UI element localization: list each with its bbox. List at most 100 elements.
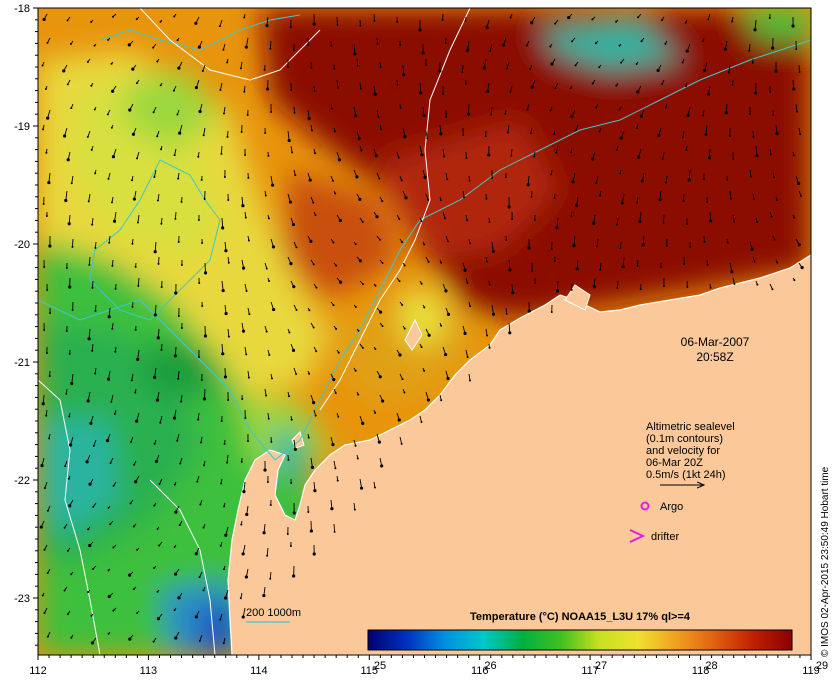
velocity-vector-head: [112, 546, 115, 549]
velocity-vector-head: [88, 482, 92, 486]
velocity-vector-head: [527, 309, 531, 313]
velocity-vector-head: [219, 544, 222, 547]
velocity-vector-head: [685, 49, 689, 53]
velocity-vector-head: [595, 106, 598, 109]
velocity-vector-head: [423, 369, 426, 372]
velocity-vector-head: [66, 83, 69, 86]
velocity-vector-head: [529, 68, 532, 71]
velocity-vector-head: [180, 200, 183, 203]
velocity-vector-head: [797, 181, 801, 186]
velocity-vector-head: [336, 479, 339, 482]
velocity-vector-head: [769, 153, 772, 156]
velocity-vector-head: [310, 129, 313, 132]
velocity-vector: [88, 193, 91, 202]
velocity-vector-head: [420, 153, 424, 157]
velocity-vector-head: [398, 218, 401, 221]
argo-legend: Argo: [640, 501, 683, 513]
argo-marker-icon: [640, 501, 650, 511]
velocity-vector-head: [549, 45, 552, 48]
velocity-vector-head: [616, 223, 619, 226]
argo-label: Argo: [660, 501, 683, 513]
velocity-vector-head: [265, 330, 268, 333]
velocity-vector-head: [440, 324, 443, 327]
velocity-vector-head: [702, 114, 705, 117]
colorbar-tick-label: 28: [705, 660, 717, 672]
velocity-vector-head: [491, 249, 495, 254]
velocity-vector-head: [173, 572, 178, 576]
velocity-vector-head: [134, 328, 137, 331]
velocity-vector-head: [194, 552, 198, 556]
velocity-vector-head: [398, 280, 401, 283]
velocity-vector-head: [90, 148, 93, 151]
velocity-vector-head: [337, 158, 342, 162]
velocity-vector-head: [530, 85, 534, 89]
velocity-vector-head: [554, 22, 557, 25]
velocity-vector-head: [240, 523, 243, 526]
velocity-vector-head: [420, 220, 423, 223]
time-label: 20:58Z: [696, 350, 733, 364]
velocity-vector-head: [466, 219, 469, 222]
velocity-vector: [136, 151, 140, 159]
velocity-vector-head: [265, 24, 269, 28]
velocity-vector-head: [174, 636, 178, 640]
x-axis: 112 113 114 115 116 117 118 119: [29, 655, 820, 677]
velocity-vector-head: [771, 46, 775, 50]
velocity-vector-head: [39, 525, 43, 529]
velocity-vector-head: [114, 350, 117, 353]
velocity-vector-head: [469, 242, 472, 245]
velocity-vector-head: [46, 572, 49, 575]
velocity-vector-head: [45, 214, 48, 217]
velocity-vector-head: [176, 39, 179, 42]
velocity-vector: [755, 145, 758, 156]
velocity-vector-head: [378, 238, 381, 241]
velocity-vector-head: [48, 244, 52, 248]
velocity-vector-head: [661, 158, 664, 161]
velocity-vector-head: [377, 116, 380, 119]
velocity-vector-head: [422, 114, 426, 118]
velocity-vector-head: [574, 203, 579, 207]
velocity-vector: [402, 64, 405, 75]
velocity-vector-head: [776, 261, 779, 264]
velocity-vector-head: [239, 67, 242, 70]
velocity-vector-head: [706, 200, 709, 203]
velocity-vector-head: [336, 86, 339, 89]
velocity-vector: [732, 277, 735, 285]
velocity-vector-head: [153, 375, 157, 379]
velocity-vector-head: [661, 82, 664, 85]
velocity-vector-head: [482, 66, 486, 70]
velocity-vector-head: [726, 241, 729, 244]
velocity-vector-head: [772, 113, 775, 116]
velocity-vector-head: [489, 49, 492, 52]
velocity-vector-head: [173, 609, 176, 612]
velocity-vector-head: [682, 199, 685, 202]
velocity-vector-head: [109, 462, 112, 465]
velocity-vector-head: [194, 615, 198, 619]
velocity-vector-head: [379, 65, 382, 68]
velocity-vector-head: [41, 402, 45, 406]
x-tick-label: 119: [802, 665, 820, 677]
velocity-vector: [754, 19, 757, 30]
velocity-vector-head: [87, 200, 90, 203]
velocity-vector-head: [107, 177, 110, 180]
velocity-vector-head: [89, 421, 93, 425]
velocity-vector-head: [129, 502, 132, 505]
velocity-vector-head: [223, 442, 226, 445]
velocity-vector-head: [310, 66, 313, 69]
velocity-vector: [445, 172, 448, 180]
velocity-vector-head: [135, 18, 138, 21]
velocity-vector-head: [92, 567, 95, 570]
velocity-vector-head: [292, 574, 296, 578]
velocity-vector-head: [177, 377, 180, 380]
velocity-vector-head: [619, 172, 622, 175]
velocity-vector-head: [401, 303, 404, 306]
velocity-vector-head: [293, 447, 297, 452]
velocity-vector-head: [107, 632, 110, 635]
velocity-vector-head: [444, 41, 447, 44]
velocity-vector-head: [754, 91, 758, 95]
velocity-vector: [227, 328, 230, 337]
velocity-vector-head: [376, 42, 379, 45]
velocity-vector-head: [269, 577, 272, 580]
velocity-vector-head: [466, 355, 469, 358]
velocity-vector: [91, 217, 94, 225]
velocity-vector: [728, 64, 731, 73]
